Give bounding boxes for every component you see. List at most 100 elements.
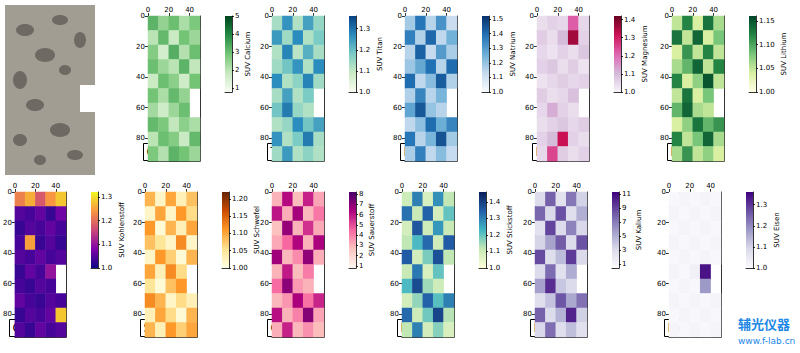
svg-text:60: 60 (523, 280, 532, 288)
svg-text:80: 80 (390, 310, 399, 318)
svg-text:1.05: 1.05 (232, 247, 248, 255)
svg-text:20: 20 (688, 6, 697, 14)
svg-text:SUV Schwefel: SUV Schwefel (253, 206, 261, 254)
svg-text:www.f-lab.cn: www.f-lab.cn (738, 336, 795, 346)
svg-text:5: 5 (622, 232, 626, 240)
svg-text:5: 5 (359, 221, 363, 229)
svg-text:60: 60 (136, 104, 145, 112)
svg-text:20: 20 (421, 6, 430, 14)
svg-text:0: 0 (530, 12, 534, 20)
svg-text:80: 80 (136, 134, 145, 142)
svg-text:20: 20 (551, 182, 560, 190)
svg-text:0: 0 (533, 182, 537, 190)
svg-text:60: 60 (660, 104, 669, 112)
svg-text:60: 60 (133, 280, 142, 288)
svg-text:40: 40 (709, 6, 718, 14)
svg-text:SUV Lithium: SUV Lithium (780, 32, 788, 75)
svg-text:1.0: 1.0 (359, 88, 370, 96)
svg-text:20: 20 (523, 219, 532, 227)
svg-text:3: 3 (359, 241, 363, 249)
svg-text:1.3: 1.3 (489, 214, 500, 222)
svg-text:40: 40 (660, 73, 669, 81)
svg-text:40: 40 (51, 182, 60, 190)
svg-text:1.15: 1.15 (232, 212, 248, 220)
svg-text:0: 0 (270, 6, 274, 14)
svg-text:20: 20 (31, 182, 40, 190)
svg-text:1.4: 1.4 (624, 16, 636, 24)
svg-text:1.00: 1.00 (759, 88, 775, 96)
svg-text:1.1: 1.1 (492, 73, 503, 81)
svg-text:SUV Kohlenstoff: SUV Kohlenstoff (118, 202, 126, 258)
svg-text:1.15: 1.15 (759, 17, 775, 25)
svg-text:7: 7 (622, 218, 626, 226)
svg-text:20: 20 (260, 219, 269, 227)
svg-text:40: 40 (260, 73, 269, 81)
svg-text:40: 40 (523, 249, 532, 257)
svg-text:1.3: 1.3 (624, 34, 635, 42)
svg-text:SUV Sauerstoff: SUV Sauerstoff (368, 204, 376, 257)
svg-text:20: 20 (288, 182, 297, 190)
svg-text:1.2: 1.2 (359, 46, 370, 54)
svg-text:1.0: 1.0 (492, 88, 503, 96)
svg-text:1.5: 1.5 (492, 15, 503, 23)
svg-text:0: 0 (665, 12, 669, 20)
svg-text:0: 0 (398, 12, 402, 20)
svg-text:20: 20 (393, 43, 402, 51)
svg-text:60: 60 (393, 104, 402, 112)
svg-text:40: 40 (574, 6, 583, 14)
svg-text:1.1: 1.1 (101, 240, 112, 248)
svg-text:80: 80 (523, 310, 532, 318)
svg-text:20: 20 (657, 219, 666, 227)
svg-text:40: 40 (706, 182, 715, 190)
svg-text:1.4: 1.4 (489, 198, 501, 206)
svg-text:7: 7 (359, 200, 363, 208)
svg-text:1.3: 1.3 (101, 193, 112, 201)
svg-text:1.1: 1.1 (359, 67, 370, 75)
svg-text:20: 20 (260, 43, 269, 51)
svg-text:SUV Titan: SUV Titan (376, 37, 384, 71)
svg-text:60: 60 (260, 280, 269, 288)
svg-text:80: 80 (3, 310, 12, 318)
svg-text:4: 4 (359, 231, 364, 239)
svg-text:40: 40 (3, 249, 12, 257)
svg-text:0: 0 (395, 188, 399, 196)
svg-text:1.2: 1.2 (492, 59, 503, 67)
svg-text:60: 60 (3, 280, 12, 288)
svg-text:20: 20 (288, 6, 297, 14)
svg-text:2: 2 (235, 66, 239, 74)
svg-text:20: 20 (164, 6, 173, 14)
svg-text:20: 20 (685, 182, 694, 190)
svg-text:80: 80 (133, 310, 142, 318)
svg-text:40: 40 (133, 249, 142, 257)
svg-text:20: 20 (525, 43, 534, 51)
svg-text:40: 40 (393, 73, 402, 81)
svg-text:1.00: 1.00 (232, 264, 248, 272)
svg-text:SUV Eisen: SUV Eisen (773, 212, 781, 247)
svg-text:0: 0 (265, 188, 269, 196)
svg-text:40: 40 (182, 182, 191, 190)
svg-text:0: 0 (13, 182, 17, 190)
svg-text:20: 20 (136, 43, 145, 51)
svg-text:80: 80 (660, 134, 669, 142)
svg-text:40: 40 (390, 249, 399, 257)
svg-text:80: 80 (260, 134, 269, 142)
svg-text:1.0: 1.0 (756, 264, 767, 272)
svg-text:20: 20 (390, 219, 399, 227)
svg-text:0: 0 (138, 188, 142, 196)
svg-text:11: 11 (622, 190, 631, 198)
svg-text:1.1: 1.1 (489, 247, 500, 255)
svg-text:辅光仪器: 辅光仪器 (738, 317, 790, 332)
svg-text:4: 4 (235, 30, 240, 38)
svg-text:40: 40 (309, 182, 318, 190)
svg-text:40: 40 (309, 6, 318, 14)
svg-text:80: 80 (525, 134, 534, 142)
svg-text:1.3: 1.3 (756, 201, 767, 209)
svg-text:60: 60 (657, 280, 666, 288)
svg-text:1.20: 1.20 (232, 195, 248, 203)
svg-text:1: 1 (359, 262, 363, 270)
svg-text:0: 0 (265, 12, 269, 20)
svg-text:40: 40 (185, 6, 194, 14)
svg-text:1.1: 1.1 (756, 243, 767, 251)
svg-text:2: 2 (359, 252, 363, 260)
svg-text:1.05: 1.05 (759, 64, 775, 72)
